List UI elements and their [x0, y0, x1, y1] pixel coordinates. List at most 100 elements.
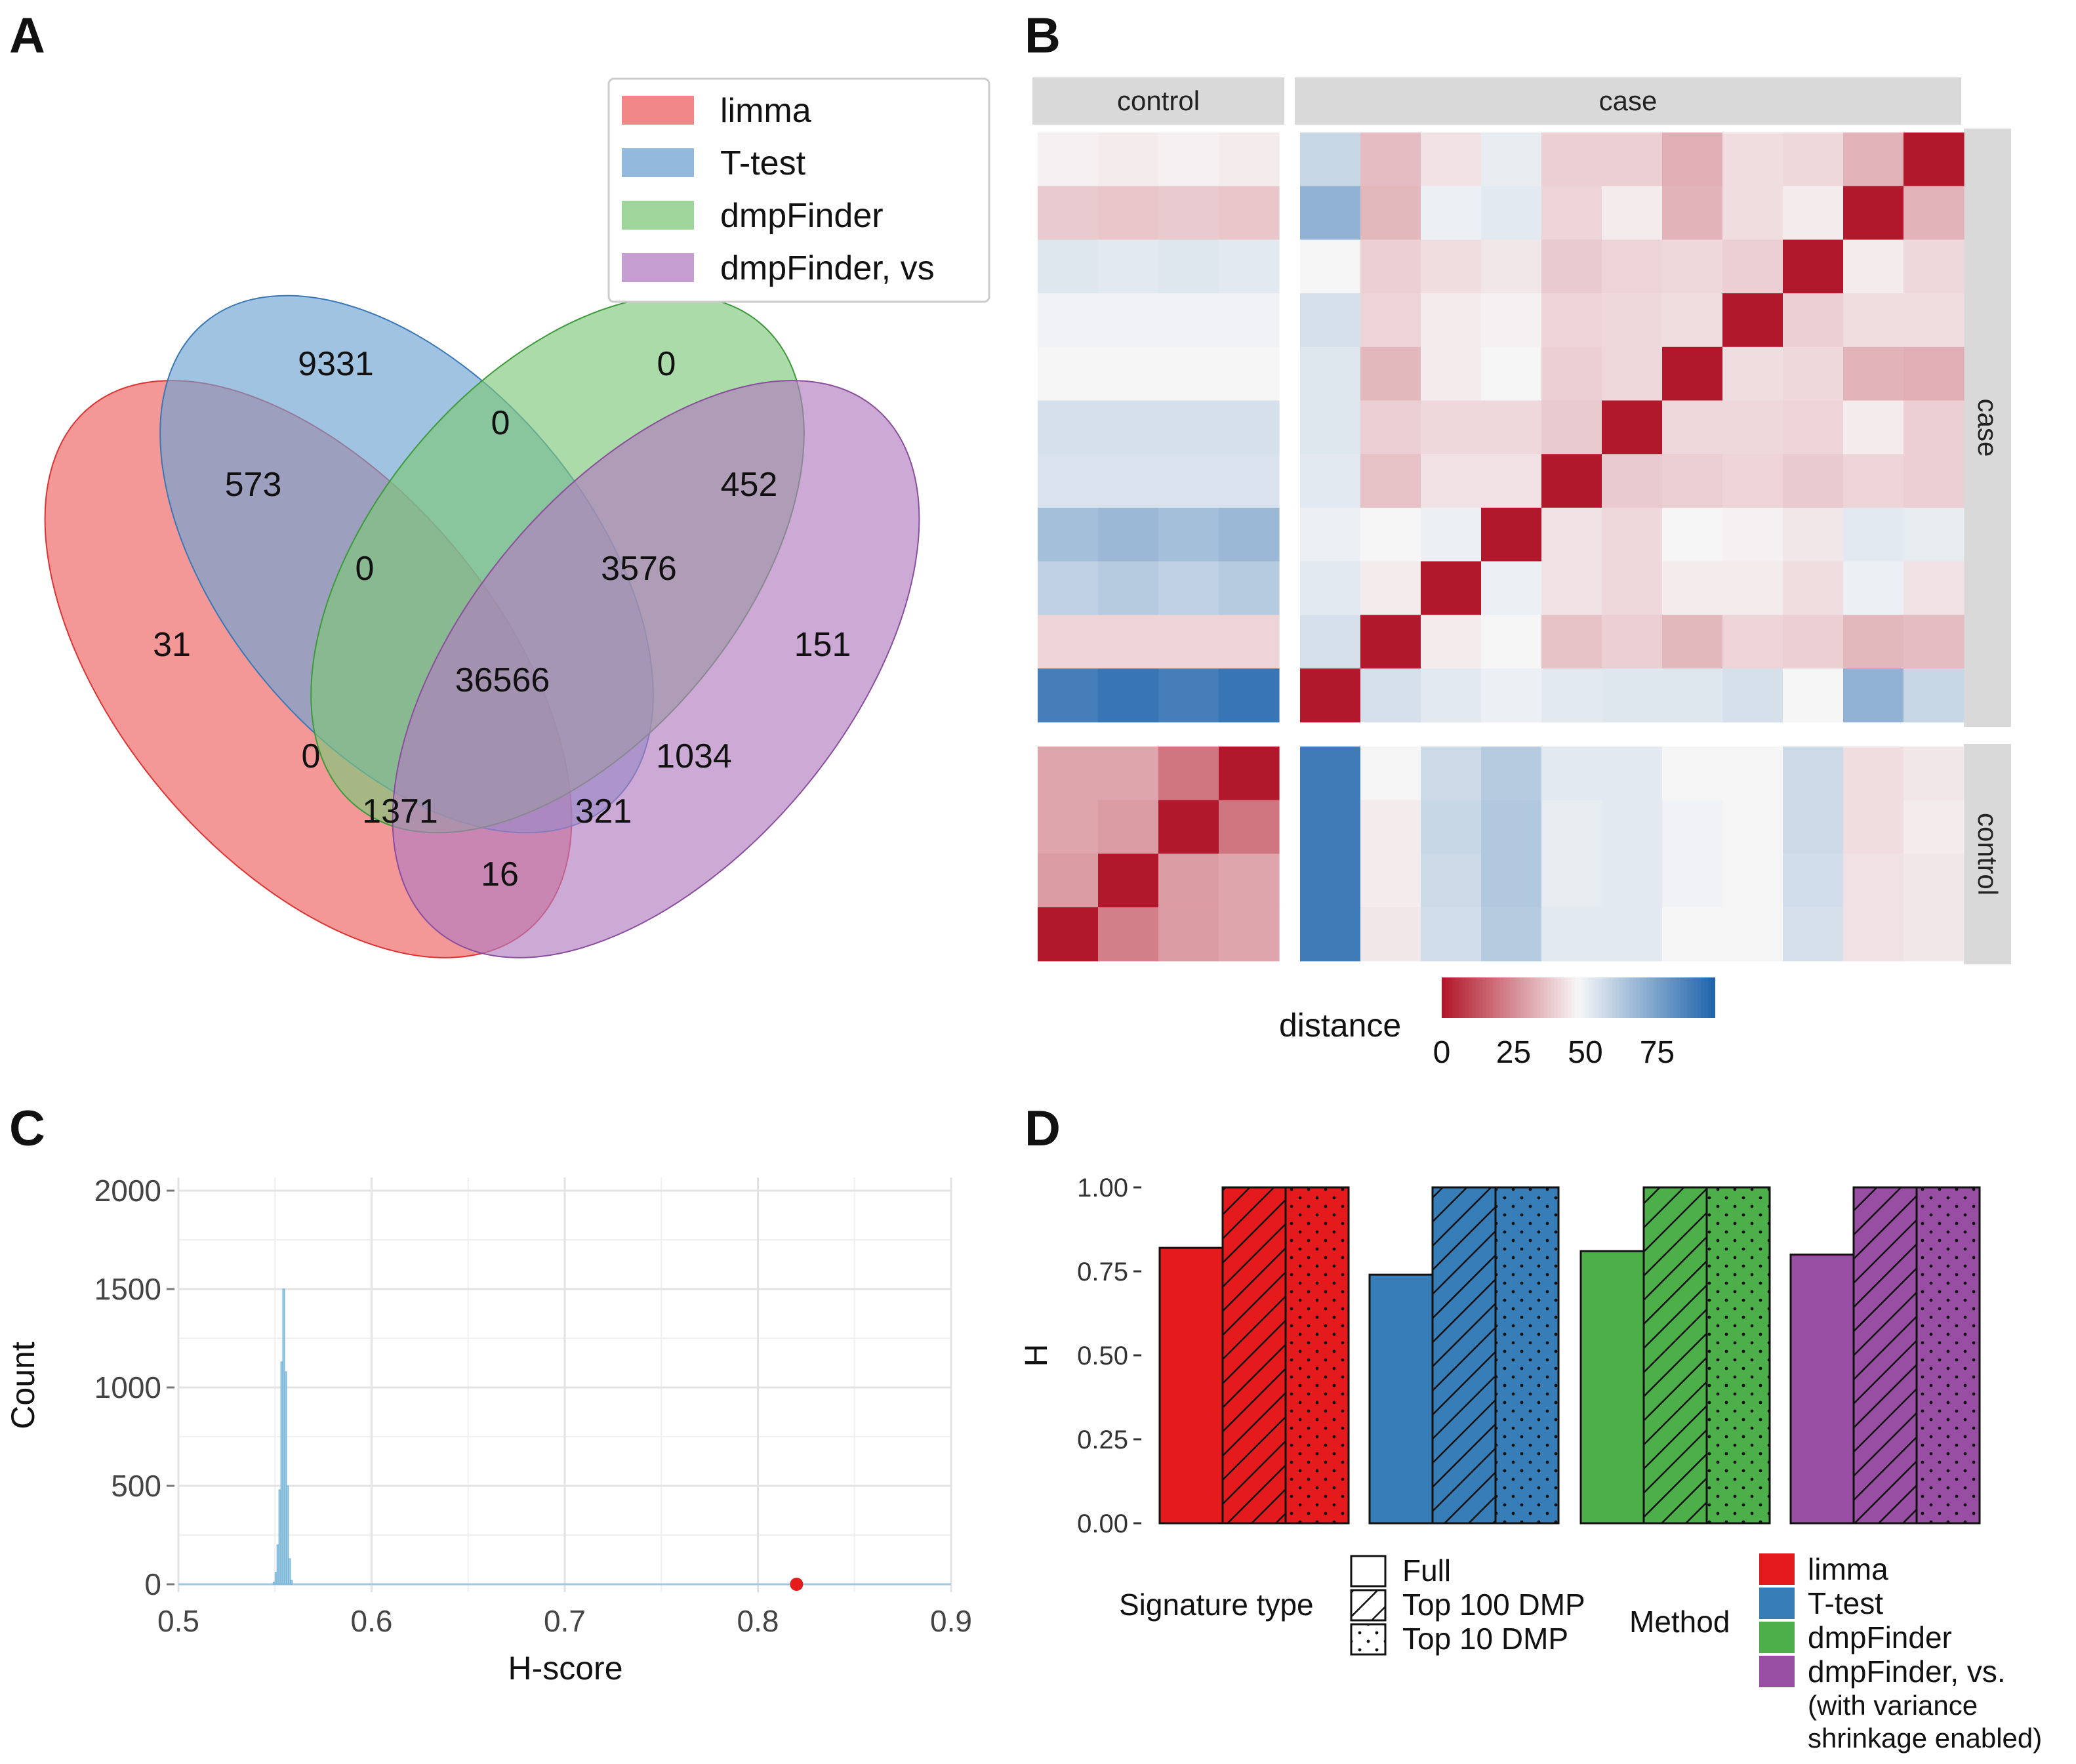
heatmap-cell — [1158, 293, 1219, 348]
heatmap-cell — [1219, 346, 1280, 401]
panel-c: C 0 500 1000 1500 2000 0.5 0.6 0.7 0.8 0… — [5, 1101, 972, 1687]
hist-bar — [286, 1485, 289, 1585]
legend-method-title: Method — [1629, 1605, 1730, 1639]
venn-count-dmpfinder-only: 0 — [657, 345, 676, 383]
heatmap-cell — [1219, 186, 1280, 240]
heatmap-cell — [1158, 853, 1219, 908]
colorbar-segment — [1670, 977, 1675, 1018]
heatmap-cell — [1421, 346, 1482, 401]
heatmap-cell — [1421, 186, 1482, 240]
colorbar-segment — [1633, 977, 1637, 1018]
colorbar-segment — [1574, 977, 1579, 1018]
heatmap-cell — [1843, 133, 1904, 187]
heatmap-cell — [1662, 907, 1723, 962]
heatmap-cell — [1360, 747, 1421, 801]
heatmap-cell — [1602, 853, 1663, 908]
heatmap-cell — [1098, 907, 1159, 962]
bar-y-tick-label: 0.50 — [1077, 1342, 1128, 1370]
heatmap-cell — [1662, 853, 1723, 908]
heatmap-cell — [1158, 668, 1219, 723]
heatmap-cell — [1421, 747, 1482, 801]
heatmap-cell — [1481, 747, 1542, 801]
colorbar-segment — [1629, 977, 1634, 1018]
colorbar-segment — [1704, 977, 1709, 1018]
heatmap-cell — [1158, 400, 1219, 455]
heatmap-cell — [1903, 668, 1964, 723]
bar-pattern — [1915, 1186, 1981, 1525]
panel-letter-a: A — [9, 8, 45, 64]
colorbar-segment — [1554, 977, 1558, 1018]
legend-label-top100: Top 100 DMP — [1402, 1588, 1585, 1622]
heatmap-cell — [1300, 239, 1361, 294]
panel-letter-c: C — [9, 1101, 45, 1157]
colorbar-segment — [1646, 977, 1651, 1018]
heatmap-cell — [1421, 400, 1482, 455]
colorbar-segment — [1636, 977, 1640, 1018]
colorbar-segment — [1701, 977, 1705, 1018]
heatmap-cell — [1481, 400, 1542, 455]
heatmap-cell — [1481, 346, 1542, 401]
colorbar-segment — [1612, 977, 1617, 1018]
heatmap-cell — [1662, 561, 1723, 615]
legend-label-dmpfinder: dmpFinder — [1808, 1620, 1952, 1654]
heatmap-cell — [1602, 186, 1663, 240]
heatmap-cell — [1541, 800, 1602, 854]
colorbar-segment — [1687, 977, 1692, 1018]
heatmap-cell — [1541, 346, 1602, 401]
venn-count-dmpfindervs-only: 151 — [794, 626, 851, 664]
colorbar-segment — [1561, 977, 1566, 1018]
heatmap-cell — [1783, 561, 1844, 615]
strip-label-control-row: control — [1972, 813, 2003, 895]
colorbar-segment — [1544, 977, 1549, 1018]
heatmap-cell — [1158, 239, 1219, 294]
colorbar-segment — [1677, 977, 1681, 1018]
heatmap-cell — [1602, 800, 1663, 854]
legend-label-limma: limma — [1808, 1552, 1888, 1586]
heatmap-cell — [1541, 561, 1602, 615]
heatmap-cell — [1903, 747, 1964, 801]
heatmap-cell — [1300, 293, 1361, 348]
heatmap-cell — [1421, 239, 1482, 294]
heatmap-cell — [1783, 186, 1844, 240]
bar — [1789, 1253, 1855, 1525]
colorbar-segment — [1459, 977, 1463, 1018]
venn-count-limma-dmpfindervs: 16 — [481, 855, 519, 893]
heatmap-cell — [1038, 853, 1099, 908]
heatmap-cell — [1098, 615, 1159, 669]
heatmap-cell — [1783, 239, 1844, 294]
heatmap-cell — [1098, 800, 1159, 854]
colorbar-segment — [1496, 977, 1501, 1018]
bar-y-tick-label: 0.25 — [1077, 1426, 1128, 1454]
bar-y-axis: 0.00 0.25 0.50 0.75 1.00 — [1077, 1174, 1128, 1538]
bar-pattern — [1431, 1186, 1497, 1525]
heatmap-cell — [1038, 239, 1099, 294]
legend-swatch-dmpfinder-vs — [1759, 1656, 1795, 1687]
heatmap-cell — [1903, 853, 1964, 908]
panel-b: B control case case control distance 0 2… — [1025, 8, 2011, 1070]
heatmap-cell — [1662, 239, 1723, 294]
heatmap-cell — [1481, 907, 1542, 962]
heatmap-cell — [1903, 615, 1964, 669]
colorbar-segment — [1486, 977, 1490, 1018]
venn-count-limma-ttest-dmpfinder: 0 — [356, 550, 375, 588]
colorbar-segment — [1527, 977, 1532, 1018]
colorbar-segment — [1513, 977, 1518, 1018]
colorbar-segment — [1469, 977, 1473, 1018]
heatmap-cell — [1360, 853, 1421, 908]
bar-pattern — [1284, 1186, 1350, 1525]
heatmap-cell — [1783, 800, 1844, 854]
venn-count-all-four: 36566 — [455, 661, 550, 699]
colorbar-segment — [1588, 977, 1593, 1018]
colorbar-ticks: 0 25 50 75 — [1433, 1035, 1675, 1070]
colorbar-segment — [1694, 977, 1698, 1018]
legend-swatch-full — [1350, 1555, 1387, 1588]
colorbar-segment — [1642, 977, 1647, 1018]
heatmap-colorbar: distance 0 25 50 75 — [1279, 977, 1715, 1070]
colorbar-tick-label: 0 — [1433, 1035, 1451, 1070]
heatmap-cell — [1158, 615, 1219, 669]
bar — [1368, 1273, 1434, 1525]
venn-legend: limma T-test dmpFinder dmpFinder, vs — [607, 77, 990, 303]
heatmap-cell — [1038, 293, 1099, 348]
heatmap-cell — [1843, 800, 1904, 854]
heatmap-cell — [1300, 853, 1361, 908]
